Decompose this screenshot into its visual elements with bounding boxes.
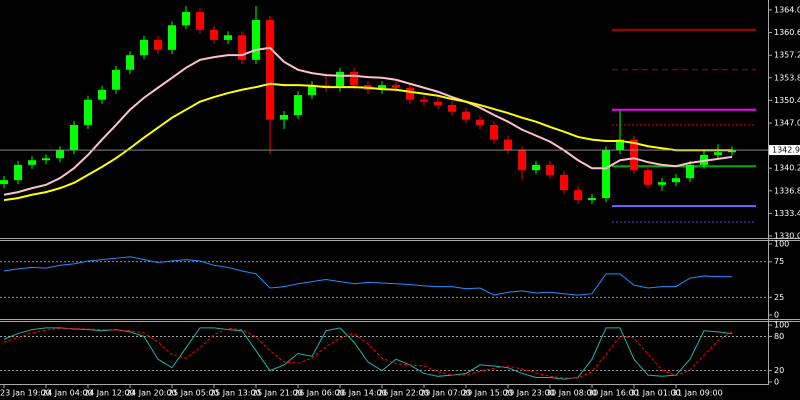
y-tick-label: 1330.00: [774, 232, 800, 241]
candle-body: [0, 180, 8, 185]
last-price-box: [769, 145, 800, 156]
candle-body: [98, 89, 106, 100]
candle-body: [308, 85, 316, 96]
candle-body: [70, 124, 78, 151]
candle-body: [42, 158, 50, 161]
last-price-label: 1342.93: [772, 146, 800, 155]
indicator-line: [3, 327, 733, 379]
candle-body: [406, 87, 414, 100]
x-tick-label: 26 Jan 22:00: [378, 389, 429, 398]
candle-body: [462, 111, 470, 120]
candle-body: [126, 55, 134, 70]
candle-body: [630, 139, 638, 171]
x-tick-label: 25 Jan 13:00: [210, 389, 261, 398]
x-tick-label: 24 Jan 04:00: [42, 389, 93, 398]
candle-body: [84, 99, 92, 125]
candle-body: [518, 150, 526, 171]
candle-body: [168, 25, 176, 50]
y-tick-label: 1336.80: [774, 186, 800, 195]
x-tick-label: 29 Jan 15:00: [462, 389, 513, 398]
candle-body: [350, 71, 358, 86]
candle-body: [112, 69, 120, 90]
y-tick-label: 0: [774, 311, 779, 320]
y-tick-label: 1347.00: [774, 118, 800, 127]
candle-body: [140, 39, 148, 56]
x-tick-label: 26 Jan 06:00: [294, 389, 345, 398]
candle-body: [686, 164, 694, 179]
x-tick-label: 25 Jan 21:00: [252, 389, 303, 398]
x-tick-label: 23 Jan 19:00: [0, 389, 51, 398]
y-tick-label: 80: [774, 332, 784, 341]
candle-body: [266, 19, 274, 120]
y-tick-label: 1350.40: [774, 96, 800, 105]
candle-body: [378, 85, 386, 90]
y-tick-label: 1340.20: [774, 164, 800, 173]
y-tick-label: 1357.20: [774, 51, 800, 60]
candle-body: [224, 35, 232, 40]
y-tick-label: 1364.00: [774, 5, 800, 14]
candle-body: [672, 178, 680, 183]
x-tick-label: 29 Jan 23:00: [504, 389, 555, 398]
candle-body: [392, 85, 400, 88]
candle-body: [420, 99, 428, 102]
candle-body: [434, 101, 442, 106]
candle-body: [210, 29, 218, 40]
candle-body: [602, 150, 610, 199]
candle-body: [714, 152, 722, 155]
x-tick-label: 30 Jan 16:00: [588, 389, 639, 398]
y-tick-label: 20: [774, 366, 784, 375]
y-tick-label: 75: [774, 257, 784, 266]
candle-body: [504, 139, 512, 151]
candle-body: [490, 124, 498, 140]
y-tick-label: 100: [774, 239, 789, 248]
candle-body: [546, 164, 554, 175]
indicator-line: [3, 256, 732, 296]
candle-body: [336, 71, 344, 88]
y-tick-label: 25: [774, 293, 784, 302]
candle-body: [448, 105, 456, 112]
candle-body: [644, 170, 652, 185]
candle-body: [182, 11, 190, 26]
y-tick-label: 1353.80: [774, 73, 800, 82]
candle-body: [28, 160, 36, 165]
candle-body: [56, 150, 64, 159]
candle-body: [154, 39, 162, 50]
candle-body: [560, 174, 568, 191]
x-tick-label: 25 Jan 05:00: [168, 389, 219, 398]
candle-body: [252, 19, 260, 60]
y-tick-label: 1333.40: [774, 209, 800, 218]
candle-body: [616, 139, 624, 151]
y-tick-label: 1360.60: [774, 28, 800, 37]
candle-body: [280, 115, 288, 120]
candle-body: [574, 190, 582, 201]
x-tick-label: 30 Jan 08:00: [546, 389, 597, 398]
moving-average: [3, 46, 733, 196]
candle-body: [14, 164, 22, 181]
candle-body: [238, 35, 246, 60]
candle-body: [532, 164, 540, 171]
x-tick-label: 31 Jan 01:00: [630, 389, 681, 398]
x-tick-label: 24 Jan 20:00: [126, 389, 177, 398]
y-tick-label: 100: [774, 321, 789, 330]
indicator-line: [3, 327, 733, 380]
moving-average: [3, 82, 732, 202]
candle-body: [658, 182, 666, 185]
candle-body: [196, 11, 204, 30]
x-tick-label: 29 Jan 07:00: [420, 389, 471, 398]
x-tick-label: 24 Jan 12:00: [84, 389, 135, 398]
x-tick-label: 31 Jan 09:00: [672, 389, 723, 398]
candle-body: [294, 95, 302, 116]
x-tick-label: 26 Jan 14:00: [336, 389, 387, 398]
candle-body: [476, 119, 484, 125]
candle-body: [588, 198, 596, 201]
y-tick-label: 0: [774, 378, 779, 387]
